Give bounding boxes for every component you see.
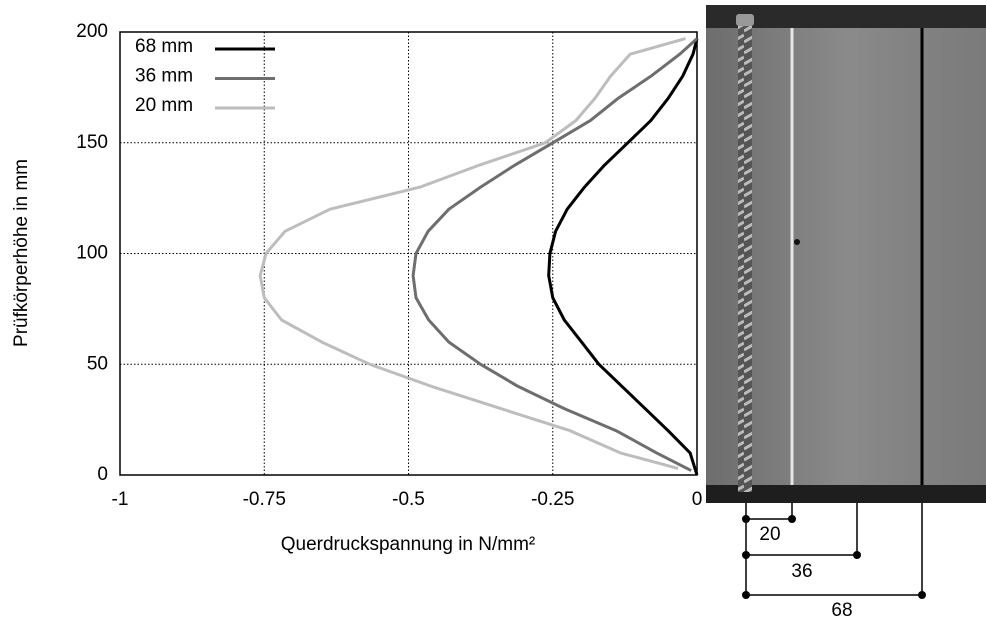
x-axis-label: Querdruckspannung in N/mm² <box>281 534 536 555</box>
dot <box>788 515 796 523</box>
knot <box>794 239 800 245</box>
photo <box>706 5 986 503</box>
plot-frame <box>119 31 698 476</box>
y-tick-label: 100 <box>76 243 108 264</box>
x-tick-label: -1 <box>112 489 129 510</box>
legend-label: 68 mm <box>135 36 193 57</box>
x-tick-label: -0.75 <box>243 489 286 510</box>
top-band <box>706 5 986 28</box>
dot <box>742 551 750 559</box>
dimension-label: 36 <box>791 561 812 582</box>
dot <box>742 515 750 523</box>
legend-label: 20 mm <box>135 95 193 116</box>
y-tick-label: 0 <box>97 464 108 485</box>
dimension-label: 68 <box>831 600 852 621</box>
x-tick-label: 0 <box>692 489 703 510</box>
x-tick-label: -0.5 <box>392 489 425 510</box>
y-tick-label: 200 <box>76 21 108 42</box>
screw <box>738 26 752 492</box>
x-tick-label: -0.25 <box>531 489 574 510</box>
legend-label: 36 mm <box>135 66 193 87</box>
series-line <box>547 38 699 476</box>
y-axis-label: Prüfkörperhöhe in mm <box>11 159 32 347</box>
series-line <box>258 37 686 470</box>
y-tick-label: 50 <box>87 353 108 374</box>
screw-head <box>736 14 754 26</box>
dimensions <box>742 503 926 599</box>
dimension-label: 20 <box>759 524 780 545</box>
wood <box>706 5 986 503</box>
dot <box>742 591 750 599</box>
y-tick-label: 150 <box>76 132 108 153</box>
dot <box>918 591 926 599</box>
dot <box>853 551 861 559</box>
bottom-band <box>706 485 986 503</box>
series-line <box>411 37 699 472</box>
